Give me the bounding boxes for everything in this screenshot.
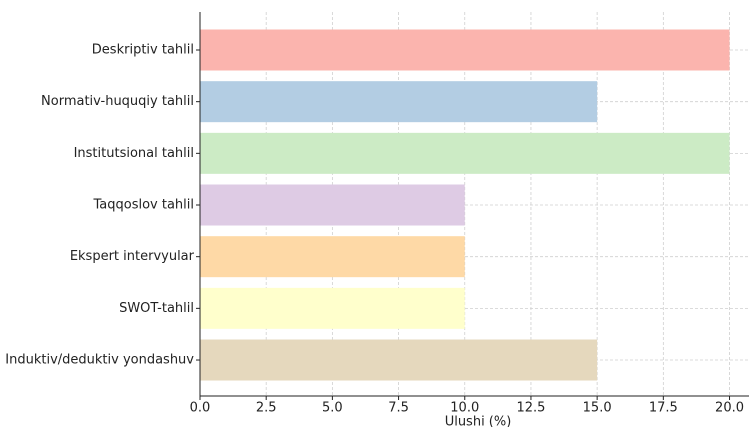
x-tick-label: 15.0 (583, 401, 612, 416)
x-tick-label: 5.0 (322, 401, 343, 416)
bar (200, 287, 465, 329)
bar (200, 132, 730, 174)
x-tick-label: 2.5 (256, 401, 277, 416)
y-tick-label: Deskriptiv tahlil (92, 43, 194, 58)
bar (200, 29, 730, 71)
y-tick-label: Ekspert intervyular (70, 249, 195, 264)
x-tick-label: 0.0 (190, 401, 211, 416)
y-tick-label: SWOT-tahlil (119, 301, 194, 316)
x-axis-label: Ulushi (%) (445, 415, 512, 427)
bar (200, 339, 598, 381)
y-tick-label: Normativ-huquqiy tahlil (41, 94, 194, 109)
y-tick-label: Institutsional tahlil (74, 146, 194, 161)
bar (200, 81, 598, 123)
y-tick-label: Induktiv/deduktiv yondashuv (5, 353, 194, 368)
x-tick-label: 17.5 (649, 401, 678, 416)
x-tick-label: 7.5 (388, 401, 409, 416)
x-tick-label: 20.0 (715, 401, 744, 416)
bar (200, 184, 465, 226)
x-tick-label: 12.5 (516, 401, 545, 416)
bar (200, 236, 465, 278)
y-tick-label: Taqqoslov tahlil (92, 198, 194, 213)
x-tick-label: 10.0 (450, 401, 479, 416)
